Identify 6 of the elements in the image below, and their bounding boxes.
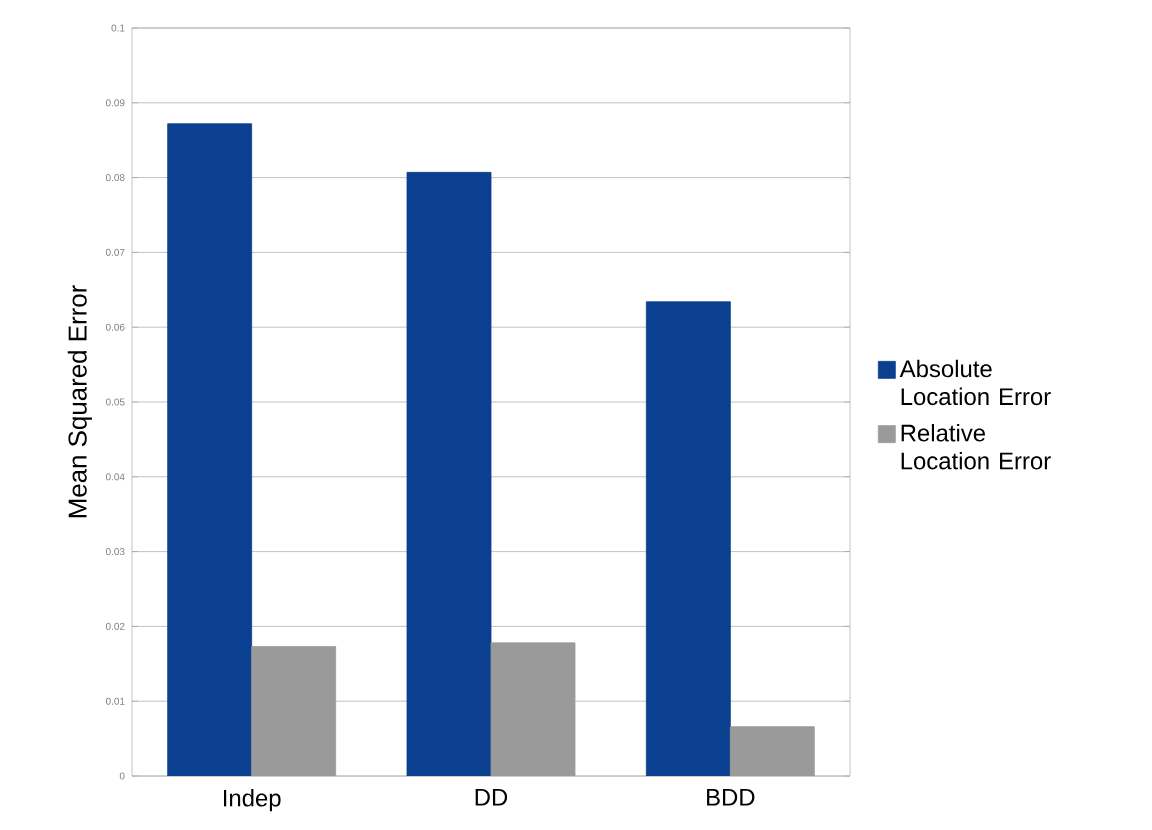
- x-tick-label: DD: [475, 789, 508, 806]
- legend-label: Relative Location Error: [901, 423, 1051, 470]
- y-axis-title: Mean Squared Error: [67, 285, 92, 518]
- x-tick-label: Indep: [223, 789, 281, 812]
- legend-label: Absolute Location Error: [899, 359, 1051, 406]
- x-tick-label: BDD: [707, 789, 755, 806]
